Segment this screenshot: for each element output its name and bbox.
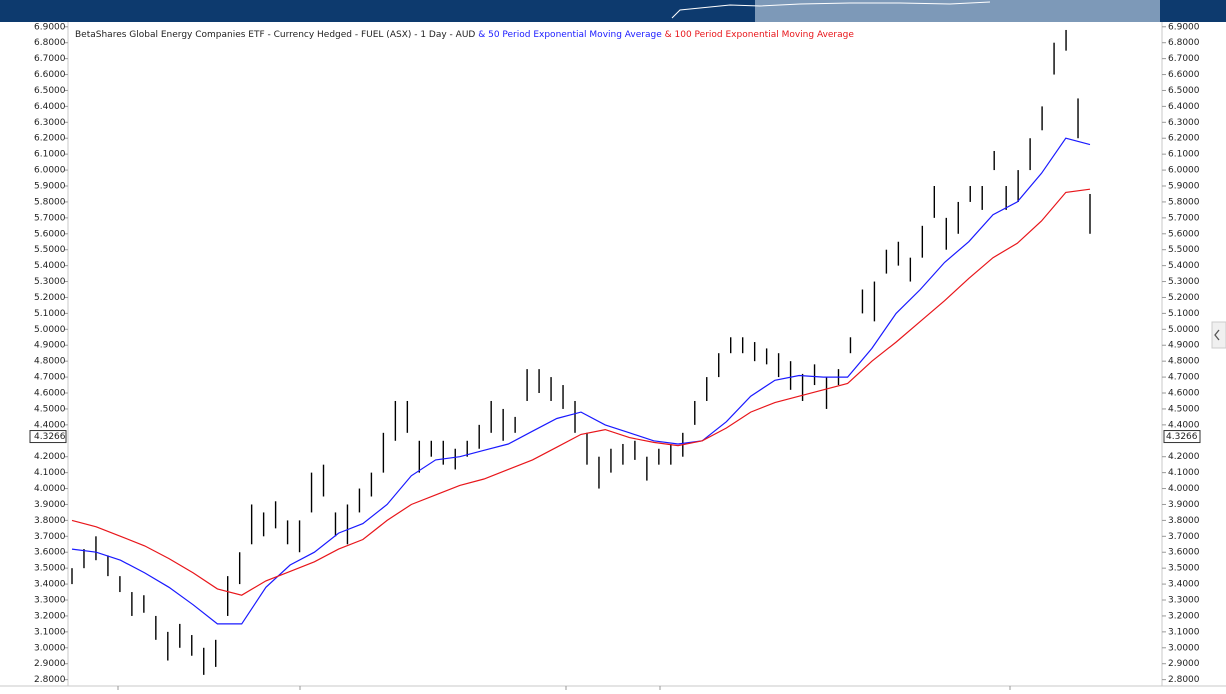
y-tick-label: 5.3000	[34, 277, 66, 287]
y-tick-label: 2.9000	[34, 659, 66, 669]
y-tick-label: 2.9000	[1168, 659, 1200, 669]
y-tick-label: 4.4000	[34, 420, 66, 430]
y-tick-label: 3.1000	[1168, 627, 1200, 637]
last-price-box	[1163, 430, 1201, 444]
y-tick-label: 6.7000	[34, 54, 66, 64]
y-tick-label: 4.7000	[34, 373, 66, 383]
y-tick-label: 3.8000	[34, 516, 66, 526]
side-panel-toggle[interactable]	[1211, 321, 1226, 349]
y-tick-label: 3.4000	[1168, 580, 1200, 590]
y-tick-label: 5.7000	[1168, 213, 1200, 223]
y-tick-label: 6.5000	[1168, 86, 1200, 96]
y-tick-label: 5.9000	[34, 182, 66, 192]
y-tick-label: 4.7000	[1168, 373, 1200, 383]
y-tick-label: 6.9000	[1168, 22, 1200, 32]
y-tick-label: 3.6000	[34, 548, 66, 558]
y-tick-label: 3.6000	[1168, 548, 1200, 558]
y-tick-label: 6.9000	[34, 22, 66, 32]
y-tick-label: 6.8000	[1168, 38, 1200, 48]
y-tick-label: 4.9000	[1168, 341, 1200, 351]
legend-entry: & 100 Period Exponential Moving Average	[665, 30, 855, 40]
y-tick-label: 4.9000	[34, 341, 66, 351]
y-tick-label: 6.5000	[34, 86, 66, 96]
y-tick-label: 4.2000	[34, 452, 66, 462]
y-tick-label: 6.1000	[34, 150, 66, 160]
y-tick-label: 3.3000	[34, 596, 66, 606]
y-tick-label: 5.0000	[1168, 325, 1200, 335]
y-tick-label: 2.8000	[34, 675, 66, 685]
navigator-window[interactable]	[755, 0, 1160, 22]
y-tick-label: 5.1000	[1168, 309, 1200, 319]
legend-entry: & 50 Period Exponential Moving Average	[478, 30, 662, 40]
y-tick-label: 4.8000	[34, 357, 66, 367]
x-ticks	[117, 686, 1011, 690]
toggle-arrow	[1214, 329, 1220, 341]
y-tick-label: 3.5000	[1168, 564, 1200, 574]
y-tick-label: 6.2000	[1168, 134, 1200, 144]
y-tick-label: 6.6000	[34, 70, 66, 80]
y-tick-label: 5.4000	[34, 261, 66, 271]
y-tick-label: 3.3000	[1168, 596, 1200, 606]
y-tick-label: 3.4000	[34, 580, 66, 590]
y-tick-label: 6.2000	[34, 134, 66, 144]
y-tick-label: 3.1000	[34, 627, 66, 637]
y-tick-label: 5.8000	[34, 197, 66, 207]
y-tick-label: 6.3000	[1168, 118, 1200, 128]
y-tick-label: 6.1000	[1168, 150, 1200, 160]
y-tick-label: 5.8000	[1168, 197, 1200, 207]
y-tick-label: 6.6000	[1168, 70, 1200, 80]
y-tick-label: 5.1000	[34, 309, 66, 319]
y-tick-label: 3.2000	[34, 611, 66, 621]
y-tick-label: 5.6000	[34, 229, 66, 239]
y-tick-label: 3.5000	[34, 564, 66, 574]
y-tick-label: 6.8000	[34, 38, 66, 48]
y-tick-label: 4.5000	[1168, 404, 1200, 414]
y-tick-label: 3.7000	[34, 532, 66, 542]
y-tick-label: 6.0000	[1168, 166, 1200, 176]
y-tick-label: 5.9000	[1168, 182, 1200, 192]
y-tick-label: 4.8000	[1168, 357, 1200, 367]
y-tick-label: 6.7000	[1168, 54, 1200, 64]
y-tick-label: 3.8000	[1168, 516, 1200, 526]
y-tick-label: 4.1000	[34, 468, 66, 478]
y-tick-label: 6.4000	[1168, 102, 1200, 112]
y-tick-label: 2.8000	[1168, 675, 1200, 685]
y-tick-label: 3.9000	[34, 500, 66, 510]
y-tick-label: 5.6000	[1168, 229, 1200, 239]
y-tick-label: 4.0000	[1168, 484, 1200, 494]
y-tick-label: 5.0000	[34, 325, 66, 335]
last-price-label: 4.3266	[1166, 432, 1198, 442]
y-tick-label: 5.2000	[1168, 293, 1200, 303]
y-tick-label: 4.1000	[1168, 468, 1200, 478]
ema-line	[71, 188, 1091, 596]
y-tick-label: 3.9000	[1168, 500, 1200, 510]
y-tick-label: 4.5000	[34, 404, 66, 414]
y-tick-label: 4.2000	[1168, 452, 1200, 462]
y-tick-label: 5.3000	[1168, 277, 1200, 287]
y-tick-label: 3.7000	[1168, 532, 1200, 542]
y-tick-label: 5.4000	[1168, 261, 1200, 271]
y-tick-label: 4.6000	[1168, 389, 1200, 399]
y-tick-label: 4.4000	[1168, 420, 1200, 430]
y-tick-label: 3.0000	[1168, 643, 1200, 653]
title-text: BetaShares Global Energy Companies ETF -…	[75, 30, 475, 40]
y-tick-label: 5.5000	[1168, 245, 1200, 255]
navigator-line	[671, 1, 991, 19]
chart-title: BetaShares Global Energy Companies ETF -…	[75, 30, 854, 40]
y-tick-label: 6.0000	[34, 166, 66, 176]
y-tick-label: 4.0000	[34, 484, 66, 494]
y-tick-label: 4.6000	[34, 389, 66, 399]
last-price-label: 4.3266	[34, 432, 66, 442]
y-tick-label: 6.3000	[34, 118, 66, 128]
y-tick-label: 6.4000	[34, 102, 66, 112]
ema-line	[71, 137, 1091, 625]
y-tick-label: 3.2000	[1168, 611, 1200, 621]
y-tick-label: 5.2000	[34, 293, 66, 303]
y-tick-label: 3.0000	[34, 643, 66, 653]
y-tick-label: 5.7000	[34, 213, 66, 223]
y-tick-label: 5.5000	[34, 245, 66, 255]
last-price-box	[29, 430, 67, 444]
